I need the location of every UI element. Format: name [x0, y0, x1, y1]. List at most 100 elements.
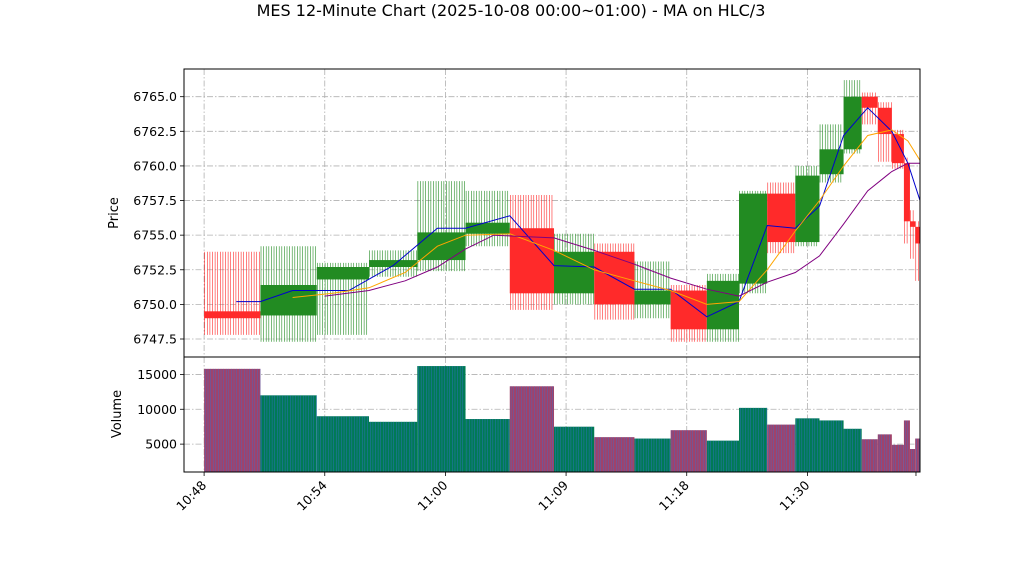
candle-body [903, 163, 910, 222]
candle-body [706, 280, 740, 330]
candle-up [634, 261, 671, 319]
volume-bar [554, 426, 595, 472]
x-tick-label: 10:48 [173, 477, 209, 513]
price-axis-label: Price [107, 197, 122, 229]
candle-body [634, 290, 671, 305]
volume-bar-down [909, 449, 916, 472]
price-tick-label: 6750.0 [133, 297, 177, 312]
candle-down [891, 129, 904, 169]
price-tick-label: 6757.5 [133, 193, 177, 208]
volume-panel: 5000 10000 15000 [137, 356, 921, 473]
volume-bar-down [767, 424, 796, 472]
volume-bar-up [706, 440, 740, 472]
candle-body [915, 226, 920, 244]
volume-bar [706, 440, 740, 472]
candle-down [204, 251, 261, 335]
candle-down [670, 285, 707, 342]
candle-body [795, 175, 820, 243]
volume-bar-up [819, 420, 844, 472]
volume-bar-up [795, 418, 820, 472]
volume-bar-down [915, 438, 920, 472]
x-tick-label: 11:18 [656, 477, 692, 513]
candle-body [204, 311, 261, 319]
candle-up [706, 273, 740, 342]
price-tick-label: 6762.5 [133, 124, 177, 139]
volume-bar-up [739, 407, 768, 472]
candle-down [509, 195, 555, 310]
candle-up [369, 250, 418, 277]
volume-bar-down [903, 420, 910, 472]
candle-body [316, 267, 370, 280]
x-axis: 10:48 10:54 11:00 11:09 11:18 11:30 [173, 472, 917, 514]
volume-bar [891, 444, 904, 472]
candle-up [260, 246, 317, 342]
candle-up [819, 124, 844, 183]
volume-axis-label: Volume [110, 390, 125, 438]
candle-down [909, 210, 916, 259]
volume-bar [417, 366, 466, 472]
volume-bar-down [891, 444, 904, 472]
candle-body [465, 222, 510, 234]
candle-down [915, 221, 920, 281]
volume-bar [316, 416, 370, 472]
volume-bar [260, 395, 317, 472]
volume-bar [369, 421, 418, 472]
candle-up [795, 165, 820, 247]
ma-line-ma-fast [236, 107, 921, 318]
candle-down [877, 102, 892, 162]
volume-bar-down [861, 439, 878, 472]
volume-bar-up [260, 395, 317, 472]
x-tick-label: 10:54 [294, 477, 330, 513]
price-tick-label: 6755.0 [133, 228, 177, 243]
volume-bar-up [417, 366, 466, 472]
volume-bar [204, 368, 261, 472]
volume-bar [670, 430, 707, 472]
volume-bar-down [594, 437, 635, 472]
price-tick-label: 6752.5 [133, 262, 177, 277]
volume-tick-label: 10000 [137, 402, 177, 417]
volume-bar-up [843, 428, 862, 472]
candle-body [670, 290, 707, 330]
candle-body [909, 221, 916, 227]
candle-body [861, 96, 878, 108]
volume-bar-down [877, 434, 892, 472]
candle-up [316, 262, 370, 335]
volume-bar [594, 437, 635, 472]
candle-up [739, 190, 768, 294]
volume-panel-frame [183, 356, 921, 473]
volume-bar-up [554, 426, 595, 472]
ma-line-ma-slow [324, 162, 920, 297]
volume-bar [903, 420, 910, 472]
candle-up [843, 80, 862, 154]
candle-body [843, 96, 862, 150]
volume-bar-up [369, 421, 418, 472]
volume-tick-label: 5000 [145, 437, 177, 452]
price-tick-label: 6760.0 [133, 158, 177, 173]
candle-body [554, 251, 595, 294]
candle-up [554, 233, 595, 305]
candle-body [767, 193, 796, 243]
volume-bar-down [204, 368, 261, 472]
volume-bar-up [465, 419, 510, 472]
price-tick-label: 6765.0 [133, 89, 177, 104]
candle-up [417, 181, 466, 272]
candle-down [594, 243, 635, 320]
candle-up [465, 190, 510, 247]
candle-body [260, 285, 317, 316]
x-tick-label: 11:00 [414, 477, 450, 513]
x-tick-label: 11:09 [535, 477, 571, 513]
candle-down [903, 157, 910, 244]
ma-line-ma-mid [292, 129, 921, 305]
volume-bar [861, 439, 878, 472]
candle-body [891, 134, 904, 164]
volume-bar [915, 438, 920, 472]
volume-tick-label: 15000 [137, 367, 177, 382]
price-tick-label: 6747.5 [133, 332, 177, 347]
price-panel: 6747.5 6750.0 6752.5 6755.0 6757.5 6760.0 6762… [133, 68, 921, 358]
volume-bar-down [509, 386, 555, 472]
candle-body [739, 193, 768, 284]
volume-bar-down [670, 430, 707, 472]
volume-bar [795, 418, 820, 472]
